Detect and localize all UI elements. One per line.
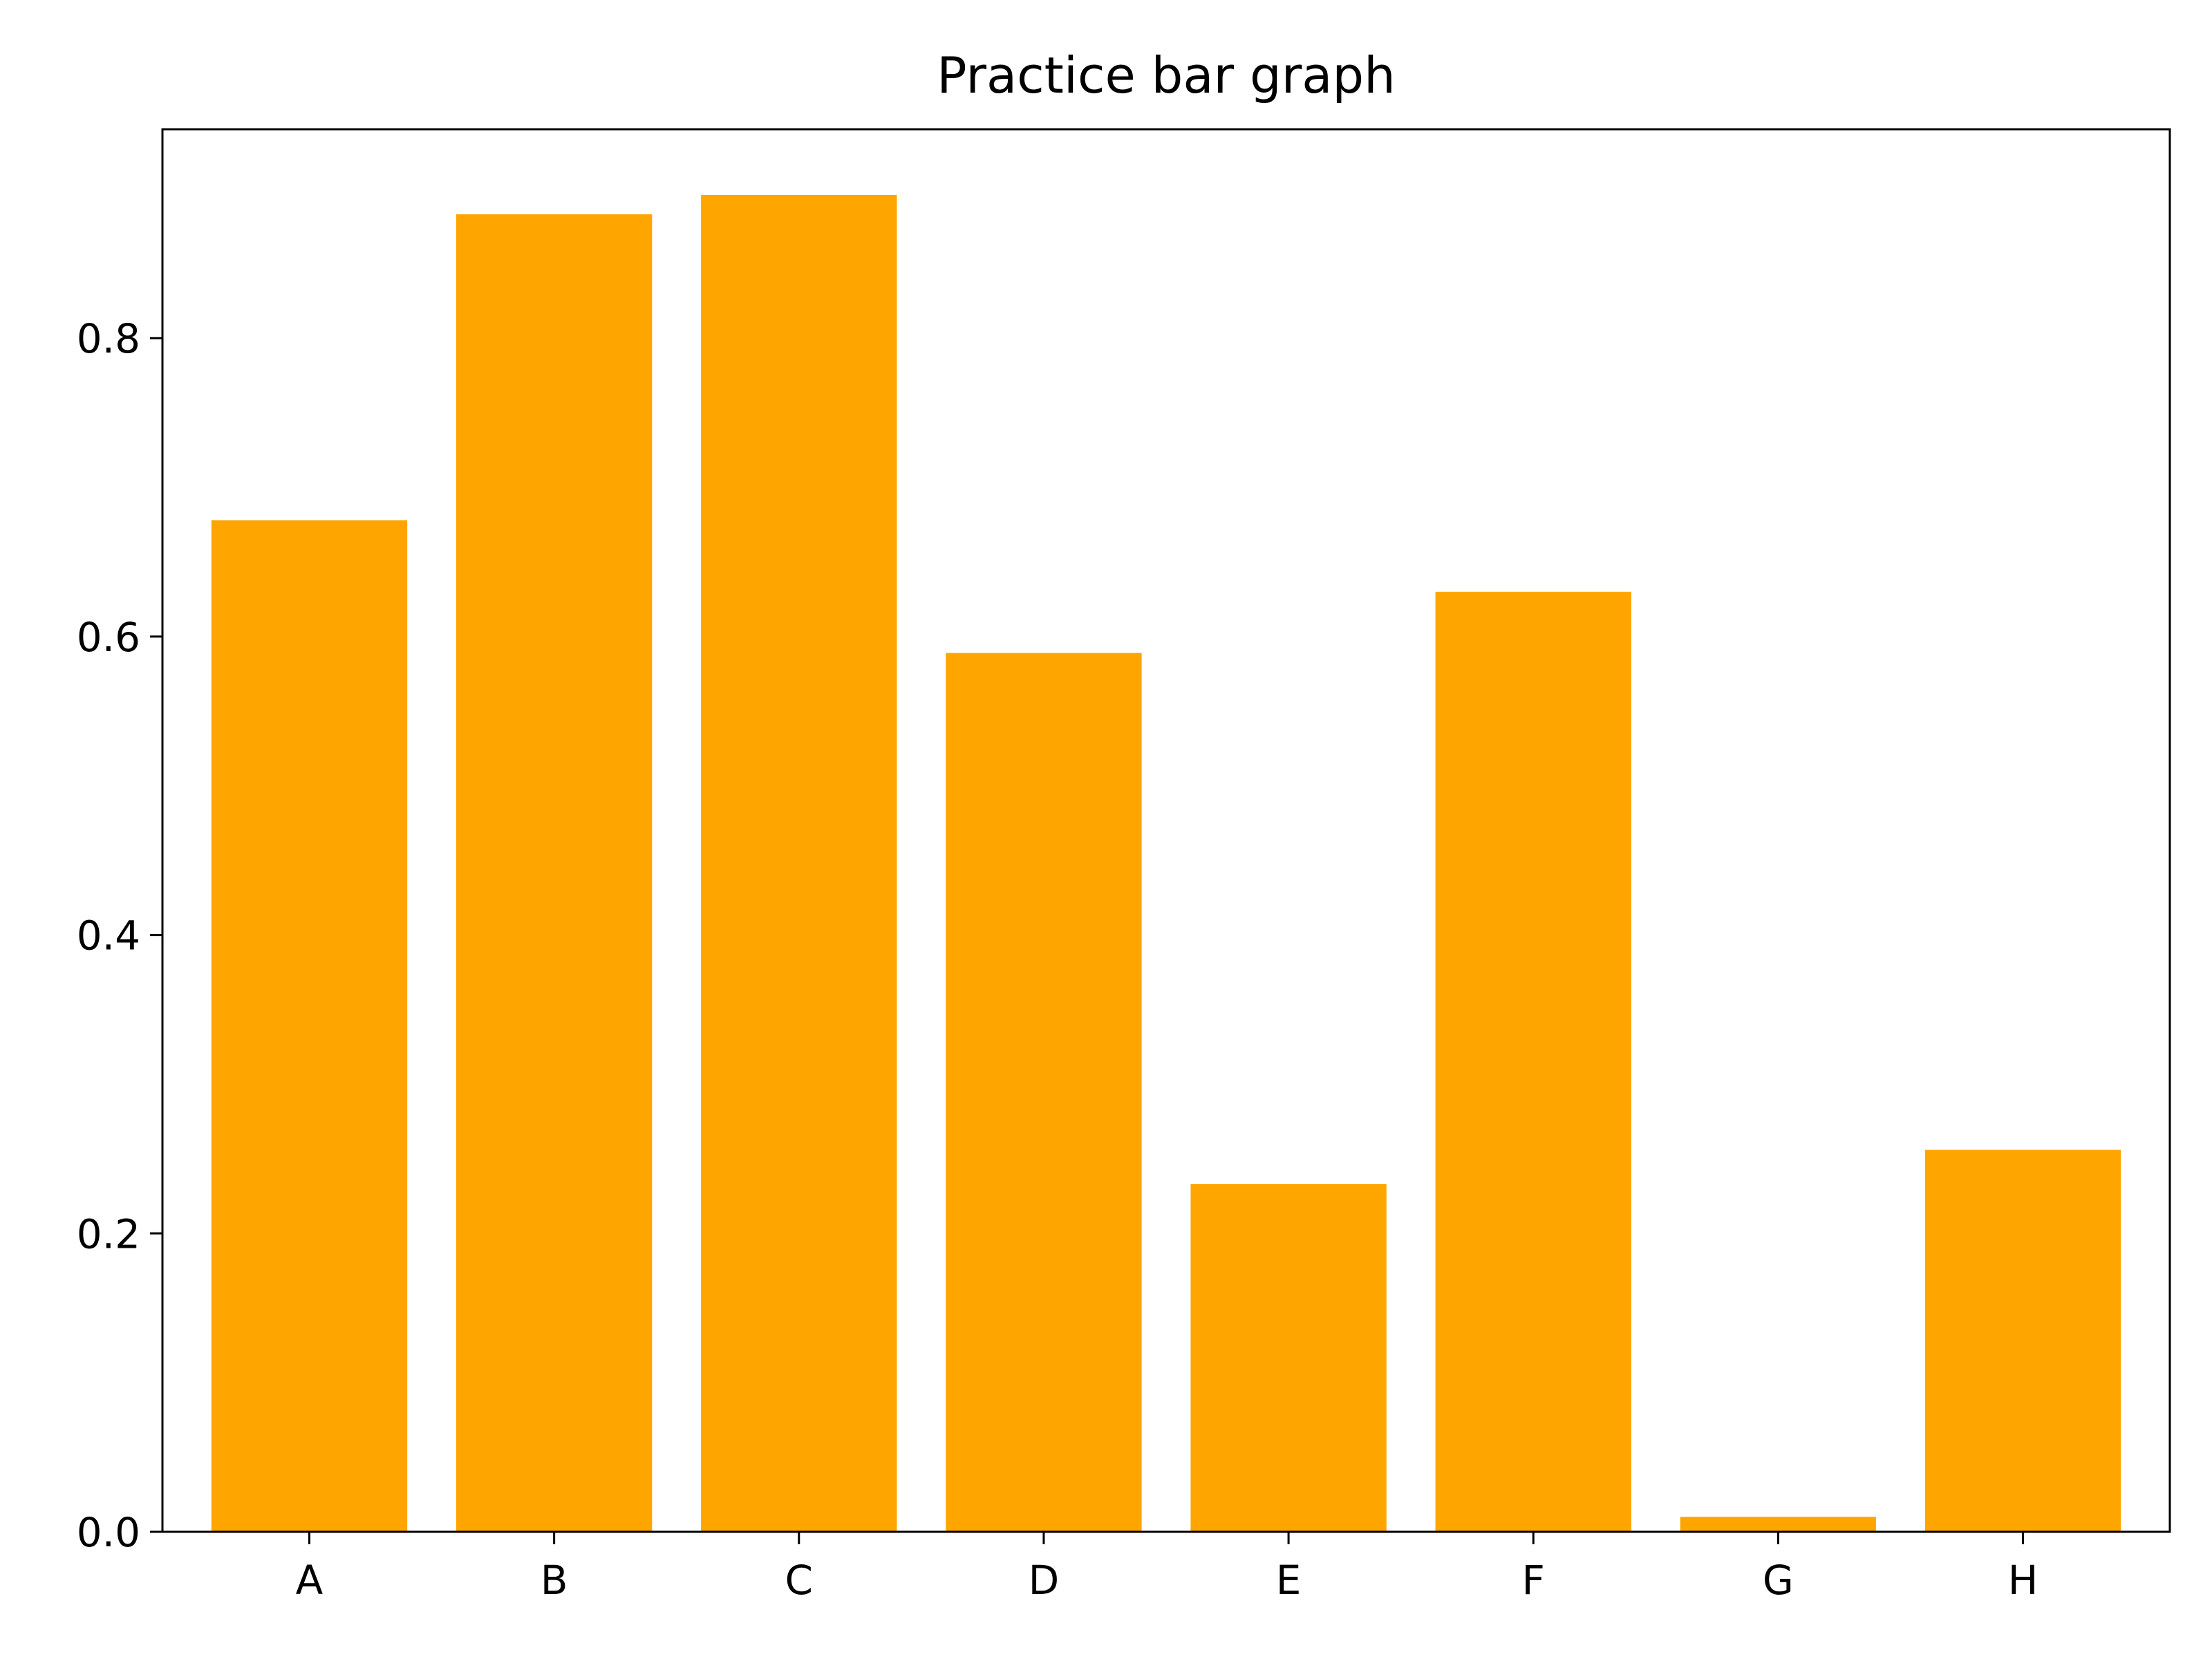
x-tick-label-H: H	[2008, 1557, 2038, 1604]
x-tick-label-C: C	[785, 1557, 814, 1604]
x-tick-label-F: F	[1522, 1557, 1545, 1604]
x-tick-label-B: B	[541, 1557, 568, 1604]
bar-E	[1190, 1184, 1387, 1532]
y-tick-label-0.6: 0.6	[77, 614, 140, 661]
x-tick-label-D: D	[1029, 1557, 1060, 1604]
y-tick-label-0.4: 0.4	[77, 912, 140, 959]
y-tick-label-0.2: 0.2	[77, 1210, 140, 1257]
plot-area-frame	[161, 128, 2171, 1533]
x-tick-label-G: G	[1763, 1557, 1794, 1604]
bar-C	[701, 194, 897, 1532]
bar-B	[456, 214, 653, 1532]
y-axis: 0.0 0.2 0.4 0.6 0.8	[77, 315, 162, 1556]
bar-F	[1435, 592, 1631, 1532]
chart-title: Practice bar graph	[937, 46, 1396, 104]
bar-A	[211, 520, 408, 1532]
bar-G	[1680, 1517, 1877, 1532]
y-tick-label-0.0: 0.0	[77, 1509, 140, 1556]
bar-D	[946, 653, 1142, 1532]
y-tick-label-0.8: 0.8	[77, 315, 140, 362]
x-axis: A B C D E F G H	[296, 1532, 2038, 1604]
bars-group	[211, 194, 2121, 1532]
bar-H	[1924, 1150, 2121, 1532]
x-tick-label-E: E	[1276, 1557, 1302, 1604]
x-tick-label-A: A	[296, 1557, 324, 1604]
